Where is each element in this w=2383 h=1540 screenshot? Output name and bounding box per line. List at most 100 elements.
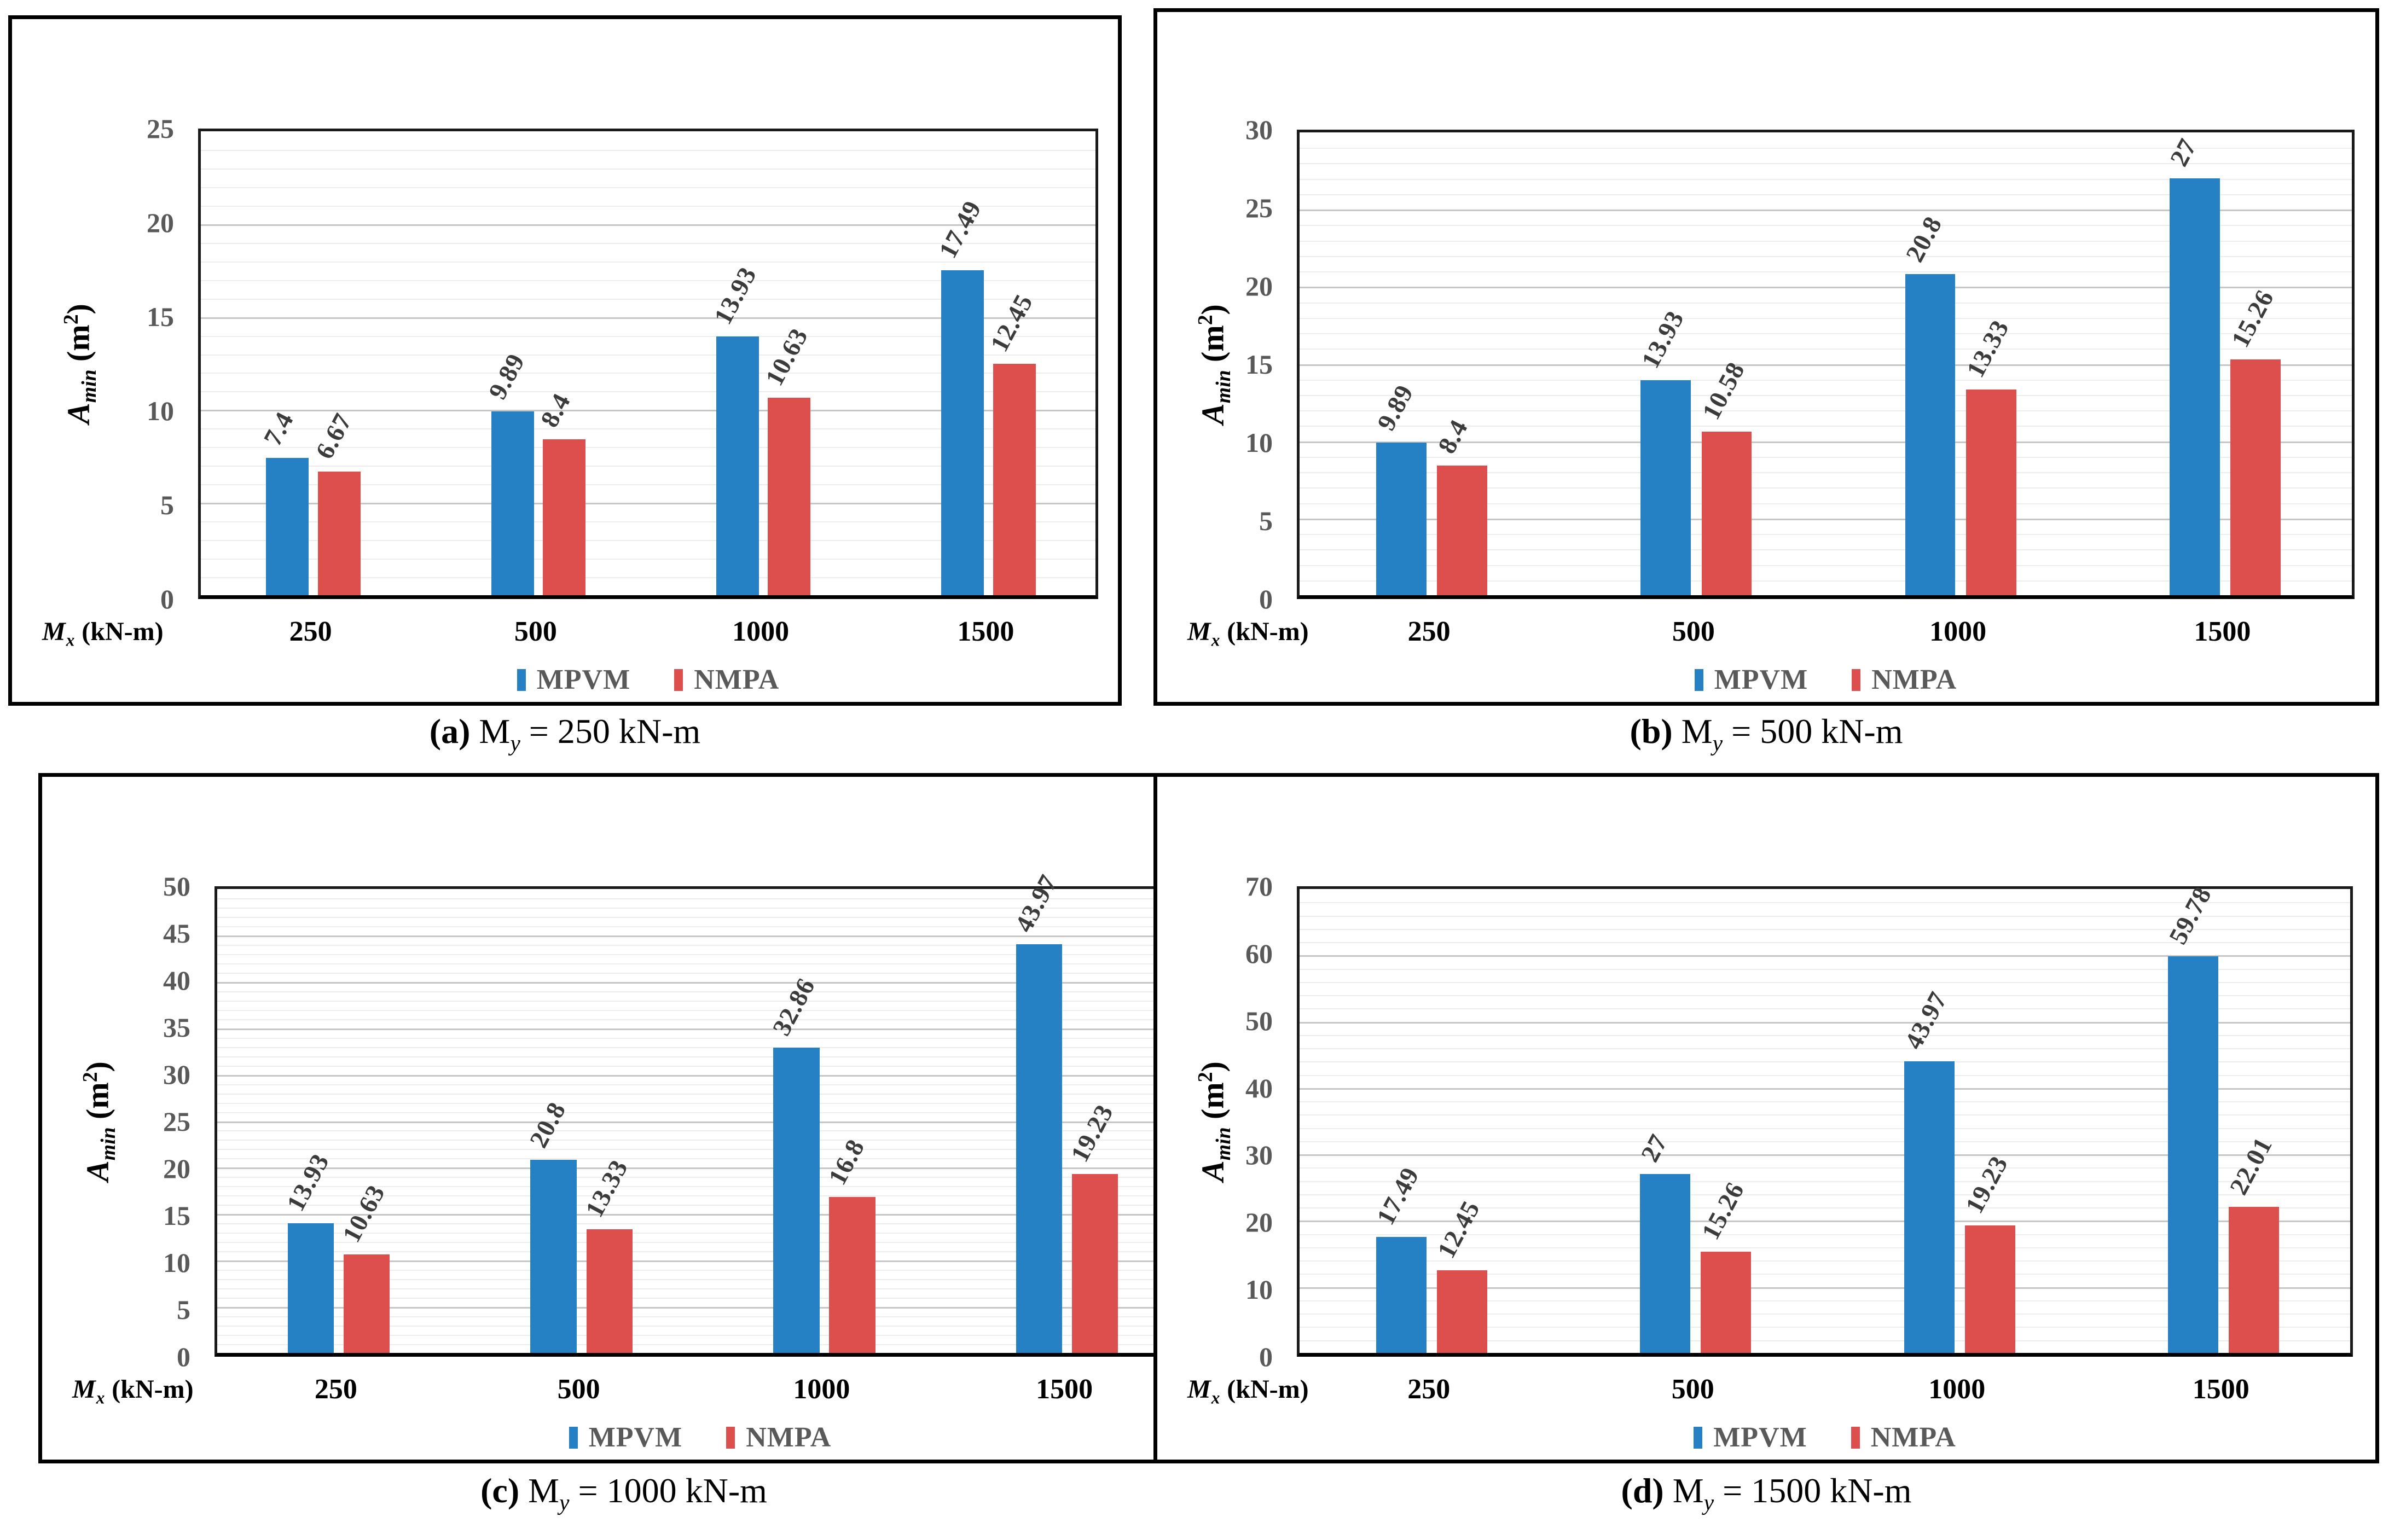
bar-mpvm-1000 — [773, 1048, 820, 1353]
major-gridline — [1300, 1287, 2350, 1289]
y-tick-label: 5 — [1259, 505, 1273, 536]
major-gridline — [1300, 1088, 2350, 1090]
plot-area: 9.89 13.93 20.8 27 8.4 10.58 13.33 15.26 — [1297, 130, 2355, 599]
y-tick-label: 50 — [1245, 1005, 1273, 1036]
minor-gridline — [217, 898, 1183, 899]
minor-gridline — [217, 1251, 1183, 1253]
minor-gridline — [1300, 1181, 2350, 1182]
legend-label-mpvm: MPVM — [588, 1422, 683, 1453]
plot-area: 13.93 20.8 32.86 43.97 10.63 13.33 16.8 19.23 — [214, 870, 1186, 1357]
x-category-label-1500: 1500 — [2192, 1374, 2249, 1405]
minor-gridline — [201, 540, 1095, 542]
minor-gridline — [217, 1233, 1183, 1234]
x-category-label-500: 500 — [557, 1374, 600, 1405]
minor-gridline — [201, 187, 1095, 188]
minor-gridline — [1300, 225, 2352, 226]
y-tick-label: 10 — [1245, 1274, 1273, 1305]
major-gridline — [217, 981, 1183, 984]
minor-gridline — [1300, 348, 2352, 350]
minor-gridline — [1300, 1327, 2350, 1328]
legend-swatch-mpvm — [1694, 1426, 1703, 1449]
x-category-label-500: 500 — [1672, 616, 1715, 647]
caption-m: M — [528, 1471, 560, 1510]
minor-gridline — [1300, 1167, 2350, 1169]
bar-value-label: 13.93 — [708, 262, 762, 329]
bar-nmpa-1000 — [768, 398, 811, 595]
minor-gridline — [1300, 472, 2352, 474]
legend-item-mpvm: MPVM — [1694, 1421, 1807, 1454]
caption-rest: = 250 kN-m — [520, 712, 701, 751]
bar-nmpa-1500 — [2229, 1207, 2280, 1353]
caption-m: M — [1681, 712, 1713, 751]
minor-gridline — [217, 1065, 1183, 1067]
minor-gridline — [201, 466, 1095, 467]
bar-mpvm-1000 — [716, 336, 759, 595]
minor-gridline — [1300, 503, 2352, 504]
minor-gridline — [217, 1009, 1183, 1011]
caption-tag: (a) — [429, 712, 471, 751]
bar-value-label: 6.67 — [310, 409, 358, 464]
bar-nmpa-500 — [1701, 432, 1752, 595]
minor-gridline — [201, 205, 1095, 207]
y-tick-label: 50 — [163, 871, 190, 902]
caption-d: (d) My = 1500 kN-m — [1153, 1471, 2379, 1515]
bar-nmpa-1500 — [1072, 1174, 1118, 1353]
minor-gridline — [1300, 426, 2352, 427]
minor-gridline — [1300, 163, 2352, 165]
bar-value-label: 43.97 — [1899, 987, 1953, 1054]
x-category-label-1000: 1000 — [793, 1374, 850, 1405]
caption-rest: = 1500 kN-m — [1714, 1471, 1912, 1510]
bar-value-label: 10.63 — [760, 323, 814, 391]
legend-label-mpvm: MPVM — [1714, 664, 1808, 695]
minor-gridline — [201, 521, 1095, 523]
minor-gridline — [1300, 580, 2352, 582]
y-tick-label: 15 — [163, 1200, 190, 1231]
minor-gridline — [1300, 487, 2352, 489]
minor-gridline — [217, 1093, 1183, 1095]
minor-gridline — [217, 1084, 1183, 1085]
minor-gridline — [217, 1288, 1183, 1290]
legend-label-nmpa: NMPA — [1870, 1422, 1956, 1453]
bar-value-label: 10.63 — [337, 1179, 391, 1247]
major-gridline — [201, 224, 1095, 226]
minor-gridline — [1300, 981, 2350, 983]
bar-mpvm-250 — [1376, 442, 1427, 595]
minor-gridline — [1300, 1035, 2350, 1036]
y-tick-label: 20 — [163, 1153, 190, 1184]
y-tick-label: 20 — [147, 207, 174, 238]
major-gridline — [201, 317, 1095, 319]
y-tick-label: 20 — [1245, 271, 1273, 301]
bar-mpvm-250 — [1376, 1236, 1427, 1353]
y-tick-label: 0 — [1259, 584, 1273, 614]
caption-m: M — [479, 712, 511, 751]
minor-gridline — [217, 1205, 1183, 1206]
minor-gridline — [217, 1326, 1183, 1327]
x-category-label-250: 250 — [1407, 616, 1451, 647]
major-gridline — [201, 503, 1095, 505]
minor-gridline — [217, 1298, 1183, 1299]
plot-area: 17.49 27 43.97 59.78 12.45 15.26 19.23 22.01 — [1297, 882, 2353, 1357]
bar-mpvm-1000 — [1905, 274, 1956, 595]
x-category-label-500: 500 — [1671, 1374, 1714, 1405]
minor-gridline — [201, 447, 1095, 449]
bar-mpvm-500 — [1640, 1173, 1691, 1353]
major-gridline — [1300, 287, 2352, 289]
y-tick-label: 30 — [1245, 114, 1273, 145]
caption-tag: (c) — [480, 1471, 520, 1510]
x-category-label-1500: 1500 — [2194, 616, 2251, 647]
minor-gridline — [201, 335, 1095, 337]
minor-gridline — [1300, 995, 2350, 997]
y-tick-label: 10 — [147, 396, 174, 426]
bar-nmpa-250 — [343, 1254, 390, 1353]
caption-rest: = 500 kN-m — [1723, 712, 1903, 751]
caption-rest: = 1000 kN-m — [569, 1471, 767, 1510]
y-tick-label: 25 — [1245, 193, 1273, 223]
legend: MPVM NMPA — [214, 1421, 1186, 1454]
y-axis-title: Amin (m2) — [60, 304, 101, 424]
minor-gridline — [1300, 317, 2352, 319]
legend-swatch-nmpa — [1851, 1426, 1860, 1449]
minor-gridline — [201, 168, 1095, 170]
bar-mpvm-1500 — [941, 270, 984, 595]
legend: MPVM NMPA — [198, 664, 1098, 696]
minor-gridline — [1300, 271, 2352, 273]
